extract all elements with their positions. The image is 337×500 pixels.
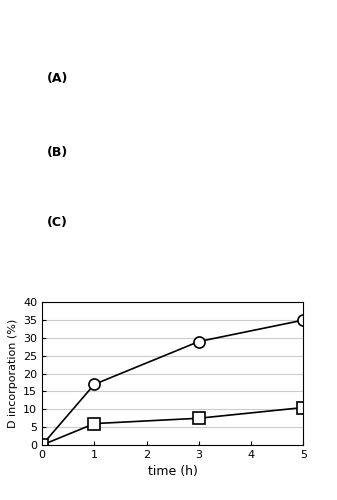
Text: (B): (B) [47,146,69,159]
Text: (C): (C) [47,216,68,229]
X-axis label: time (h): time (h) [148,466,197,478]
Text: (A): (A) [47,72,69,85]
Y-axis label: D incorporation (%): D incorporation (%) [8,319,18,428]
